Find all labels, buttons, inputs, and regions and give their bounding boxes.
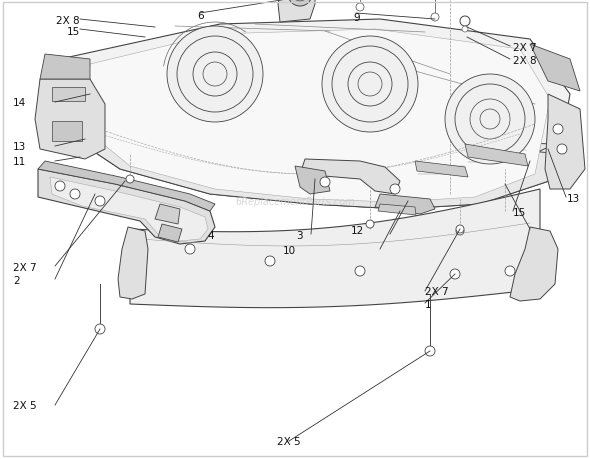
Circle shape <box>356 4 364 12</box>
Text: 2X 5: 2X 5 <box>13 400 37 410</box>
Polygon shape <box>52 122 82 142</box>
Text: 2: 2 <box>13 275 19 285</box>
Polygon shape <box>510 228 558 302</box>
Text: 13: 13 <box>13 142 26 152</box>
Polygon shape <box>118 228 148 299</box>
Circle shape <box>456 225 464 234</box>
Polygon shape <box>465 145 528 167</box>
Polygon shape <box>415 162 468 178</box>
Polygon shape <box>278 0 315 23</box>
Circle shape <box>95 196 105 207</box>
Circle shape <box>293 0 307 2</box>
Text: 2X 7: 2X 7 <box>513 43 537 53</box>
Circle shape <box>265 257 275 266</box>
Text: 6ReplacementParts.com: 6ReplacementParts.com <box>235 196 355 207</box>
Circle shape <box>460 17 470 27</box>
Circle shape <box>390 185 400 195</box>
Text: 4: 4 <box>208 230 215 240</box>
Polygon shape <box>130 190 540 308</box>
Text: 11: 11 <box>13 157 26 167</box>
Circle shape <box>445 75 535 165</box>
Circle shape <box>462 27 468 33</box>
Text: 2X 8: 2X 8 <box>56 16 80 26</box>
Polygon shape <box>300 160 400 195</box>
Circle shape <box>505 266 515 276</box>
Circle shape <box>95 325 105 334</box>
Polygon shape <box>155 205 180 224</box>
Polygon shape <box>60 115 570 210</box>
Polygon shape <box>545 95 585 190</box>
Circle shape <box>70 190 80 200</box>
Polygon shape <box>60 20 570 210</box>
Circle shape <box>431 14 439 22</box>
Polygon shape <box>50 178 208 241</box>
Polygon shape <box>85 30 550 202</box>
Polygon shape <box>378 205 416 216</box>
Text: 12: 12 <box>351 225 364 235</box>
Circle shape <box>126 176 134 184</box>
Text: 10: 10 <box>283 245 296 255</box>
Text: 3: 3 <box>296 230 303 240</box>
Circle shape <box>425 346 435 356</box>
Polygon shape <box>375 195 435 214</box>
Circle shape <box>185 245 195 254</box>
Text: 13: 13 <box>566 193 579 203</box>
Text: 6: 6 <box>197 11 204 21</box>
Circle shape <box>322 37 418 133</box>
Polygon shape <box>38 170 215 245</box>
Circle shape <box>456 228 464 235</box>
Circle shape <box>450 269 460 280</box>
Circle shape <box>557 145 567 155</box>
Text: 1: 1 <box>425 299 431 309</box>
Circle shape <box>355 266 365 276</box>
Polygon shape <box>295 167 330 195</box>
Text: 15: 15 <box>513 207 526 217</box>
Polygon shape <box>40 55 90 80</box>
Circle shape <box>320 178 330 188</box>
Text: 2X 7: 2X 7 <box>13 262 37 272</box>
Circle shape <box>366 220 374 229</box>
Polygon shape <box>52 88 85 102</box>
Text: 15: 15 <box>67 27 80 37</box>
Text: 2X 7: 2X 7 <box>425 286 448 297</box>
Circle shape <box>167 27 263 123</box>
Circle shape <box>553 125 563 134</box>
Polygon shape <box>158 224 182 242</box>
Text: 2X 5: 2X 5 <box>277 436 301 446</box>
Polygon shape <box>38 162 215 212</box>
Circle shape <box>55 182 65 191</box>
Text: 14: 14 <box>13 98 26 108</box>
Text: 9: 9 <box>353 13 360 23</box>
Text: 2X 8: 2X 8 <box>513 56 537 66</box>
Polygon shape <box>35 80 105 160</box>
Polygon shape <box>530 45 580 92</box>
Circle shape <box>288 0 312 7</box>
